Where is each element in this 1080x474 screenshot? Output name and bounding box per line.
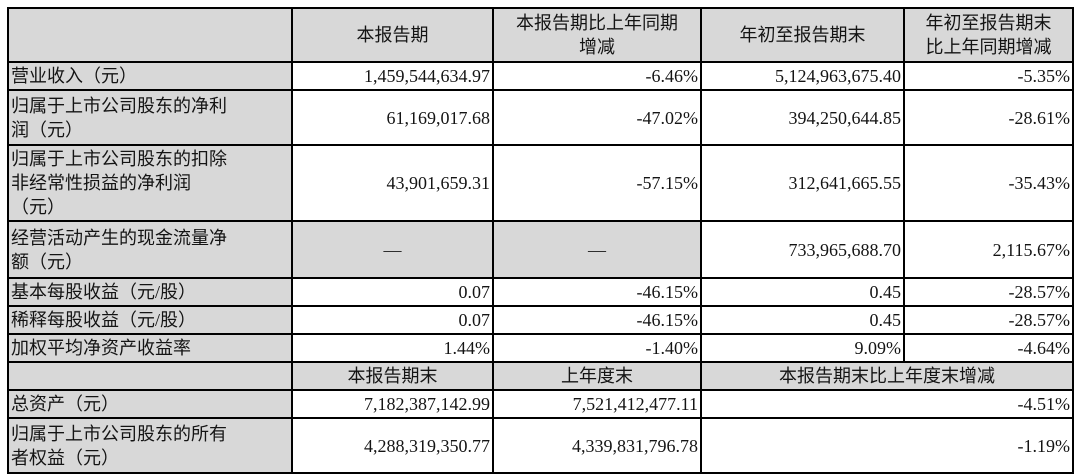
row-label: 稀释每股收益（元/股） xyxy=(7,305,293,335)
cell-end-of-period: 4,288,319,350.77 xyxy=(291,417,494,474)
row-diluted-eps: 稀释每股收益（元/股） 0.07 -46.15% 0.45 -28.57% xyxy=(7,305,1074,335)
row-label: 加权平均净资产收益率 xyxy=(7,333,293,363)
row-label: 基本每股收益（元/股） xyxy=(7,277,293,307)
header-stub-cell xyxy=(7,7,293,63)
header-ytd-yoy-change: 年初至报告期末 比上年同期增减 xyxy=(903,7,1074,63)
header-end-of-period: 本报告期末 xyxy=(291,361,494,391)
row-label: 归属于上市公司股东的扣除 非经常性损益的净利润 （元） xyxy=(7,144,293,222)
cell-current-period: 0.07 xyxy=(291,305,494,335)
header-stub-cell xyxy=(7,361,293,391)
row-label: 归属于上市公司股东的净利 润（元） xyxy=(7,89,293,146)
cell-ytd: 0.45 xyxy=(700,277,905,307)
header-end-of-prior-year: 上年度末 xyxy=(492,361,702,391)
header-change-vs-prior-year-end: 本报告期末比上年度末增减 xyxy=(700,361,1074,391)
cell-current-period: 1.44% xyxy=(291,333,494,363)
cell-ytd-yoy-change: -5.35% xyxy=(903,61,1074,91)
header-current-period: 本报告期 xyxy=(291,7,494,63)
row-basic-eps: 基本每股收益（元/股） 0.07 -46.15% 0.45 -28.57% xyxy=(7,277,1074,307)
cell-current-period: 61,169,017.68 xyxy=(291,89,494,146)
cell-yoy-change: -46.15% xyxy=(492,305,702,335)
row-total-assets: 总资产（元） 7,182,387,142.99 7,521,412,477.11… xyxy=(7,389,1074,419)
header-yoy-change: 本报告期比上年同期 增减 xyxy=(492,7,702,63)
row-label: 总资产（元） xyxy=(7,389,293,419)
cell-yoy-change: -46.15% xyxy=(492,277,702,307)
row-label: 经营活动产生的现金流量净 额（元） xyxy=(7,220,293,279)
cell-yoy-change: -57.15% xyxy=(492,144,702,222)
cell-ytd-yoy-change: -4.64% xyxy=(903,333,1074,363)
cell-current-period: 43,901,659.31 xyxy=(291,144,494,222)
cell-end-of-prior-year: 4,339,831,796.78 xyxy=(492,417,702,474)
cell-yoy-change: -47.02% xyxy=(492,89,702,146)
cell-ytd: 0.45 xyxy=(700,305,905,335)
cell-current-period-dash: — xyxy=(291,220,494,279)
cell-ytd: 9.09% xyxy=(700,333,905,363)
cell-current-period: 0.07 xyxy=(291,277,494,307)
row-shareholders-equity: 归属于上市公司股东的所有 者权益（元） 4,288,319,350.77 4,3… xyxy=(7,417,1074,474)
cell-yoy-change: -6.46% xyxy=(492,61,702,91)
cell-ytd-yoy-change: -28.57% xyxy=(903,305,1074,335)
cell-ytd: 394,250,644.85 xyxy=(700,89,905,146)
cell-yoy-change-dash: — xyxy=(492,220,702,279)
header-row-top: 本报告期 本报告期比上年同期 增减 年初至报告期末 年初至报告期末 比上年同期增… xyxy=(7,7,1074,63)
row-label: 营业收入（元） xyxy=(7,61,293,91)
row-operating-revenue: 营业收入（元） 1,459,544,634.97 -6.46% 5,124,96… xyxy=(7,61,1074,91)
cell-ytd: 5,124,963,675.40 xyxy=(700,61,905,91)
row-weighted-avg-roe: 加权平均净资产收益率 1.44% -1.40% 9.09% -4.64% xyxy=(7,333,1074,363)
key-financials-table: 本报告期 本报告期比上年同期 增减 年初至报告期末 年初至报告期末 比上年同期增… xyxy=(7,7,1074,474)
header-row-bottom: 本报告期末 上年度末 本报告期末比上年度末增减 xyxy=(7,361,1074,391)
cell-ytd-yoy-change: -28.61% xyxy=(903,89,1074,146)
cell-ytd: 312,641,665.55 xyxy=(700,144,905,222)
cell-ytd-yoy-change: -28.57% xyxy=(903,277,1074,307)
cell-end-of-prior-year: 7,521,412,477.11 xyxy=(492,389,702,419)
row-net-profit: 归属于上市公司股东的净利 润（元） 61,169,017.68 -47.02% … xyxy=(7,89,1074,146)
cell-ytd-yoy-change: 2,115.67% xyxy=(903,220,1074,279)
cell-ytd: 733,965,688.70 xyxy=(700,220,905,279)
row-label: 归属于上市公司股东的所有 者权益（元） xyxy=(7,417,293,474)
cell-current-period: 1,459,544,634.97 xyxy=(291,61,494,91)
header-ytd: 年初至报告期末 xyxy=(700,7,905,63)
cell-ytd-yoy-change: -35.43% xyxy=(903,144,1074,222)
row-net-profit-excl-nonrecurring: 归属于上市公司股东的扣除 非经常性损益的净利润 （元） 43,901,659.3… xyxy=(7,144,1074,222)
row-operating-cash-flow: 经营活动产生的现金流量净 额（元） — — 733,965,688.70 2,1… xyxy=(7,220,1074,279)
cell-change: -4.51% xyxy=(700,389,1074,419)
cell-end-of-period: 7,182,387,142.99 xyxy=(291,389,494,419)
cell-yoy-change: -1.40% xyxy=(492,333,702,363)
cell-change: -1.19% xyxy=(700,417,1074,474)
